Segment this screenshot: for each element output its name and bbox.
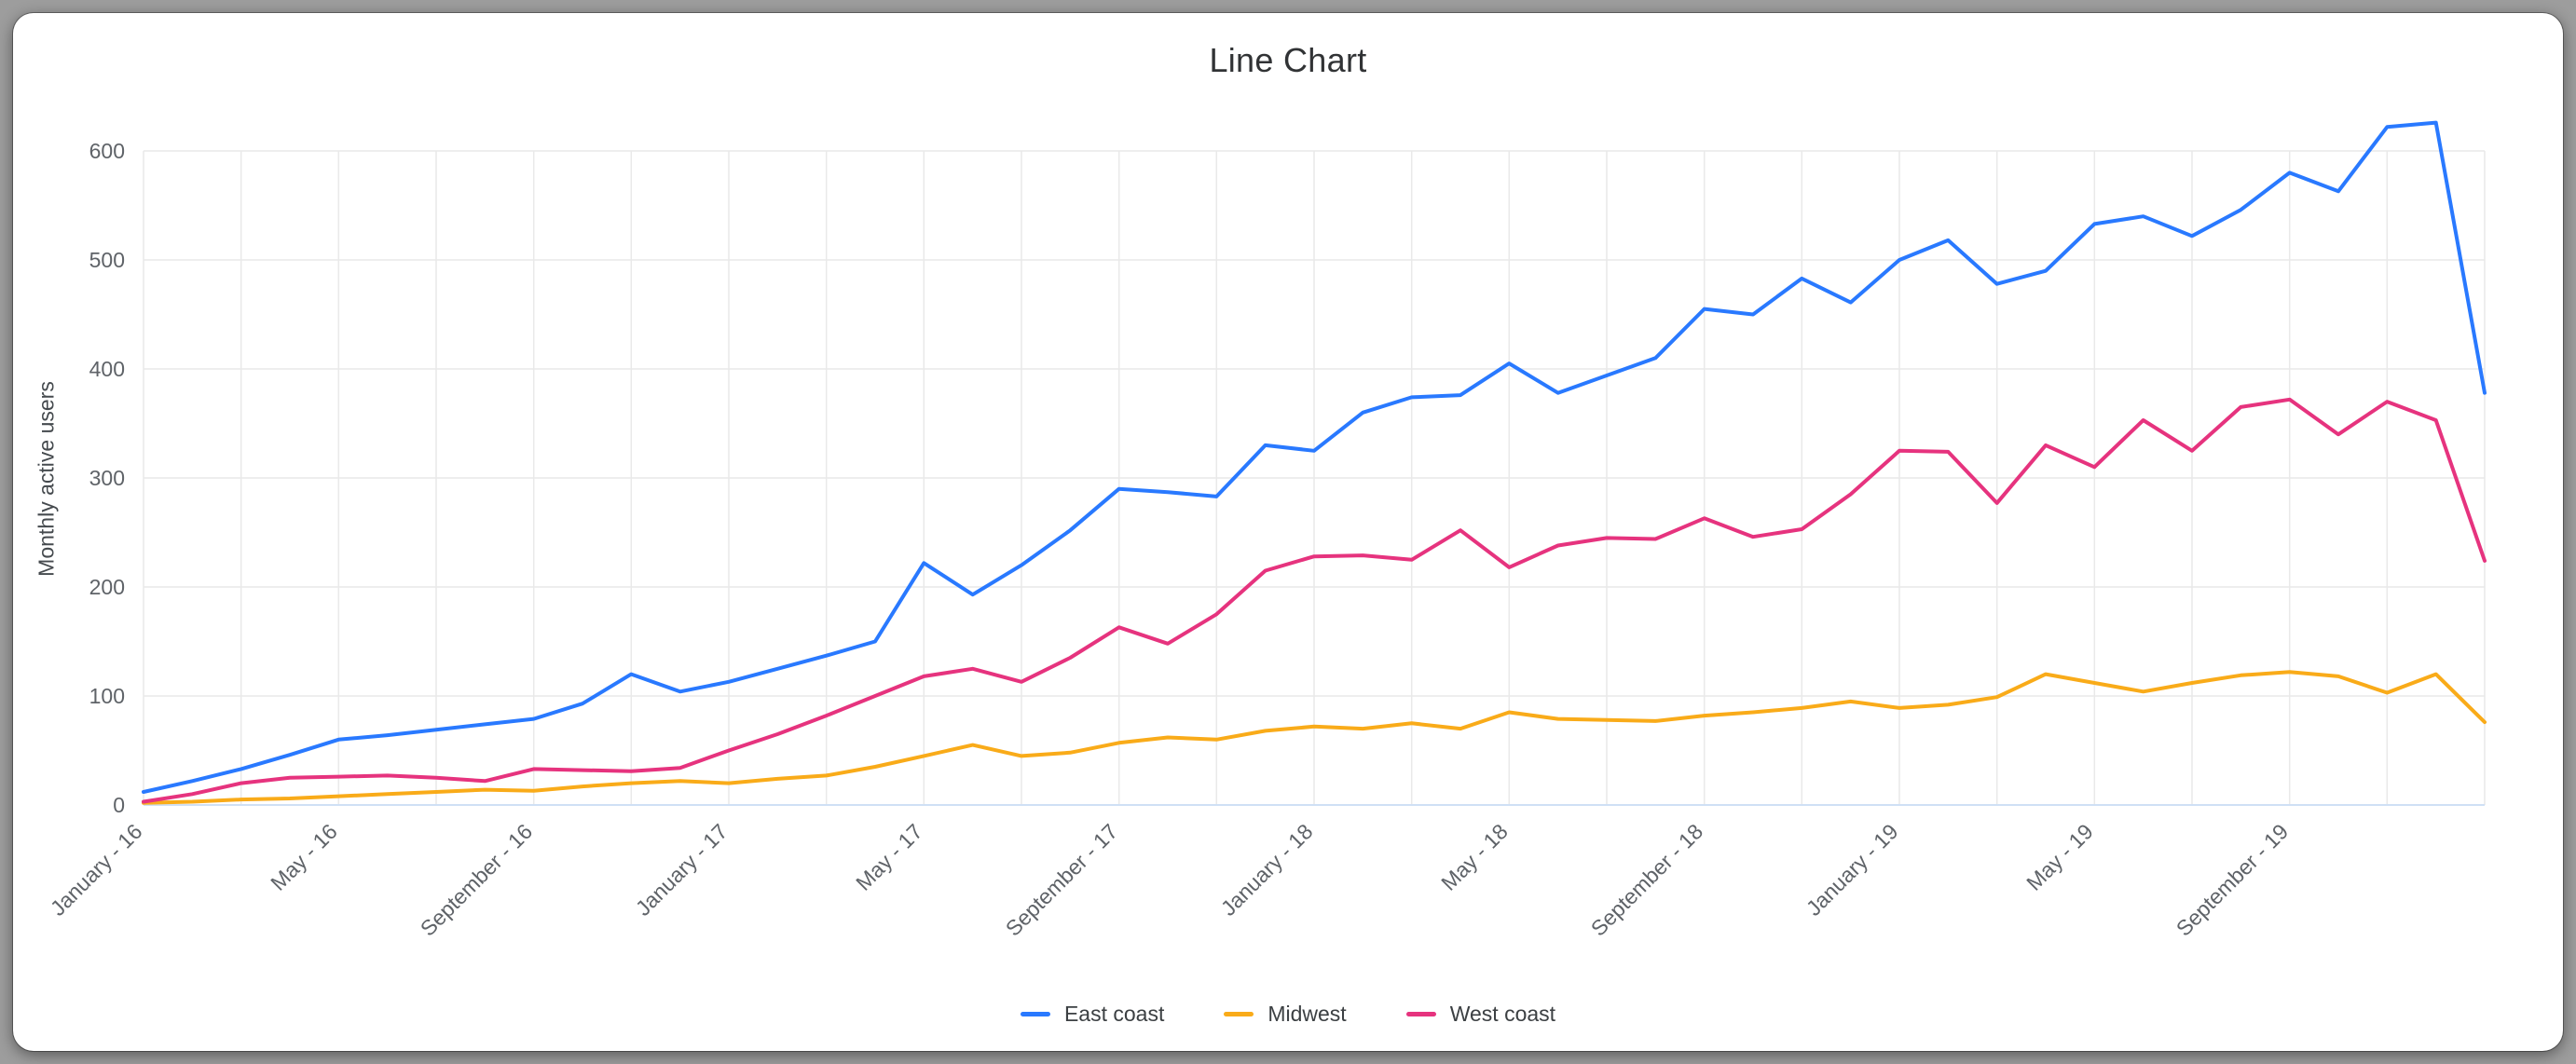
- legend-swatch-midwest-icon: [1224, 1012, 1254, 1016]
- svg-text:May - 19: May - 19: [2021, 819, 2098, 895]
- svg-text:January - 19: January - 19: [1802, 819, 1903, 921]
- svg-text:200: 200: [89, 575, 125, 599]
- legend-swatch-east-coast-icon: [1020, 1012, 1050, 1016]
- legend-label-east-coast: East coast: [1063, 1002, 1165, 1026]
- svg-text:May - 18: May - 18: [1436, 819, 1513, 895]
- chart-title: Line Chart: [1209, 41, 1367, 79]
- svg-text:September - 16: September - 16: [416, 819, 537, 940]
- legend-label-west-coast: West coast: [1449, 1002, 1556, 1026]
- svg-text:September - 17: September - 17: [1001, 819, 1122, 940]
- svg-text:400: 400: [89, 357, 125, 381]
- svg-text:600: 600: [89, 139, 125, 163]
- svg-text:500: 500: [89, 248, 125, 272]
- svg-text:January - 17: January - 17: [631, 819, 733, 921]
- legend-item-east-coast[interactable]: East coast: [1020, 1002, 1165, 1027]
- legend-item-west-coast[interactable]: West coast: [1405, 1002, 1556, 1027]
- legend-swatch-west-coast-icon: [1405, 1012, 1436, 1016]
- legend-item-midwest[interactable]: Midwest: [1224, 1002, 1347, 1027]
- chart-legend: East coast Midwest West coast: [13, 1002, 2563, 1027]
- svg-text:September - 19: September - 19: [2172, 819, 2293, 940]
- chart-card: Line Chart Monthly active users 0 100 200 3…: [13, 13, 2563, 1051]
- svg-text:0: 0: [113, 793, 125, 817]
- line-chart: 0 100 200 300 400 500 600 January - 16 May - 16 S…: [46, 120, 2487, 941]
- legend-label-midwest: Midwest: [1267, 1002, 1347, 1026]
- svg-text:September - 18: September - 18: [1586, 819, 1707, 940]
- svg-text:May - 17: May - 17: [851, 819, 927, 895]
- svg-text:100: 100: [89, 684, 125, 708]
- svg-text:January - 18: January - 18: [1216, 819, 1318, 921]
- svg-text:300: 300: [89, 466, 125, 490]
- svg-text:January - 16: January - 16: [46, 819, 147, 921]
- svg-text:May - 16: May - 16: [266, 819, 342, 895]
